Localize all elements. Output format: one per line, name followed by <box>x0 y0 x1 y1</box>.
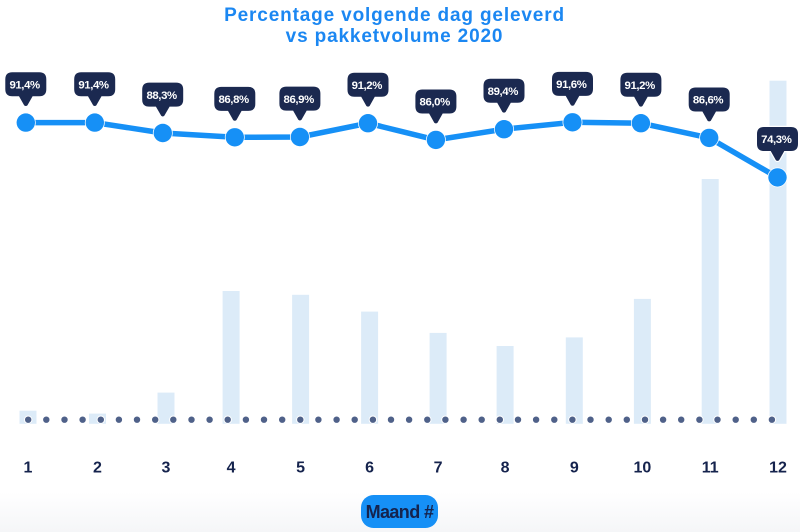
svg-text:12: 12 <box>769 460 787 477</box>
svg-text:91,2%: 91,2% <box>625 80 656 92</box>
svg-text:91,4%: 91,4% <box>78 79 109 91</box>
svg-text:86,9%: 86,9% <box>284 94 315 106</box>
svg-text:86,0%: 86,0% <box>420 97 451 109</box>
svg-text:9: 9 <box>570 460 579 477</box>
svg-text:2: 2 <box>93 460 102 477</box>
svg-text:1: 1 <box>24 460 33 477</box>
svg-text:vs pakketvolume 2020: vs pakketvolume 2020 <box>286 26 504 47</box>
svg-text:11: 11 <box>702 460 719 477</box>
svg-text:86,8%: 86,8% <box>218 94 249 106</box>
svg-text:86,6%: 86,6% <box>693 95 724 107</box>
svg-text:Maand #: Maand # <box>366 502 434 522</box>
svg-text:91,6%: 91,6% <box>556 79 587 91</box>
svg-text:91,4%: 91,4% <box>9 79 40 91</box>
svg-text:3: 3 <box>162 460 171 477</box>
svg-text:6: 6 <box>365 460 374 477</box>
svg-text:5: 5 <box>296 460 305 477</box>
svg-text:Percentage volgende dag geleve: Percentage volgende dag geleverd <box>224 5 565 26</box>
svg-text:8: 8 <box>501 460 510 477</box>
svg-text:7: 7 <box>434 460 443 477</box>
svg-text:74,3%: 74,3% <box>761 134 792 146</box>
svg-text:91,2%: 91,2% <box>352 80 383 92</box>
svg-text:4: 4 <box>227 460 236 477</box>
svg-text:89,4%: 89,4% <box>488 86 519 98</box>
svg-text:88,3%: 88,3% <box>146 90 177 102</box>
svg-text:10: 10 <box>634 460 652 477</box>
